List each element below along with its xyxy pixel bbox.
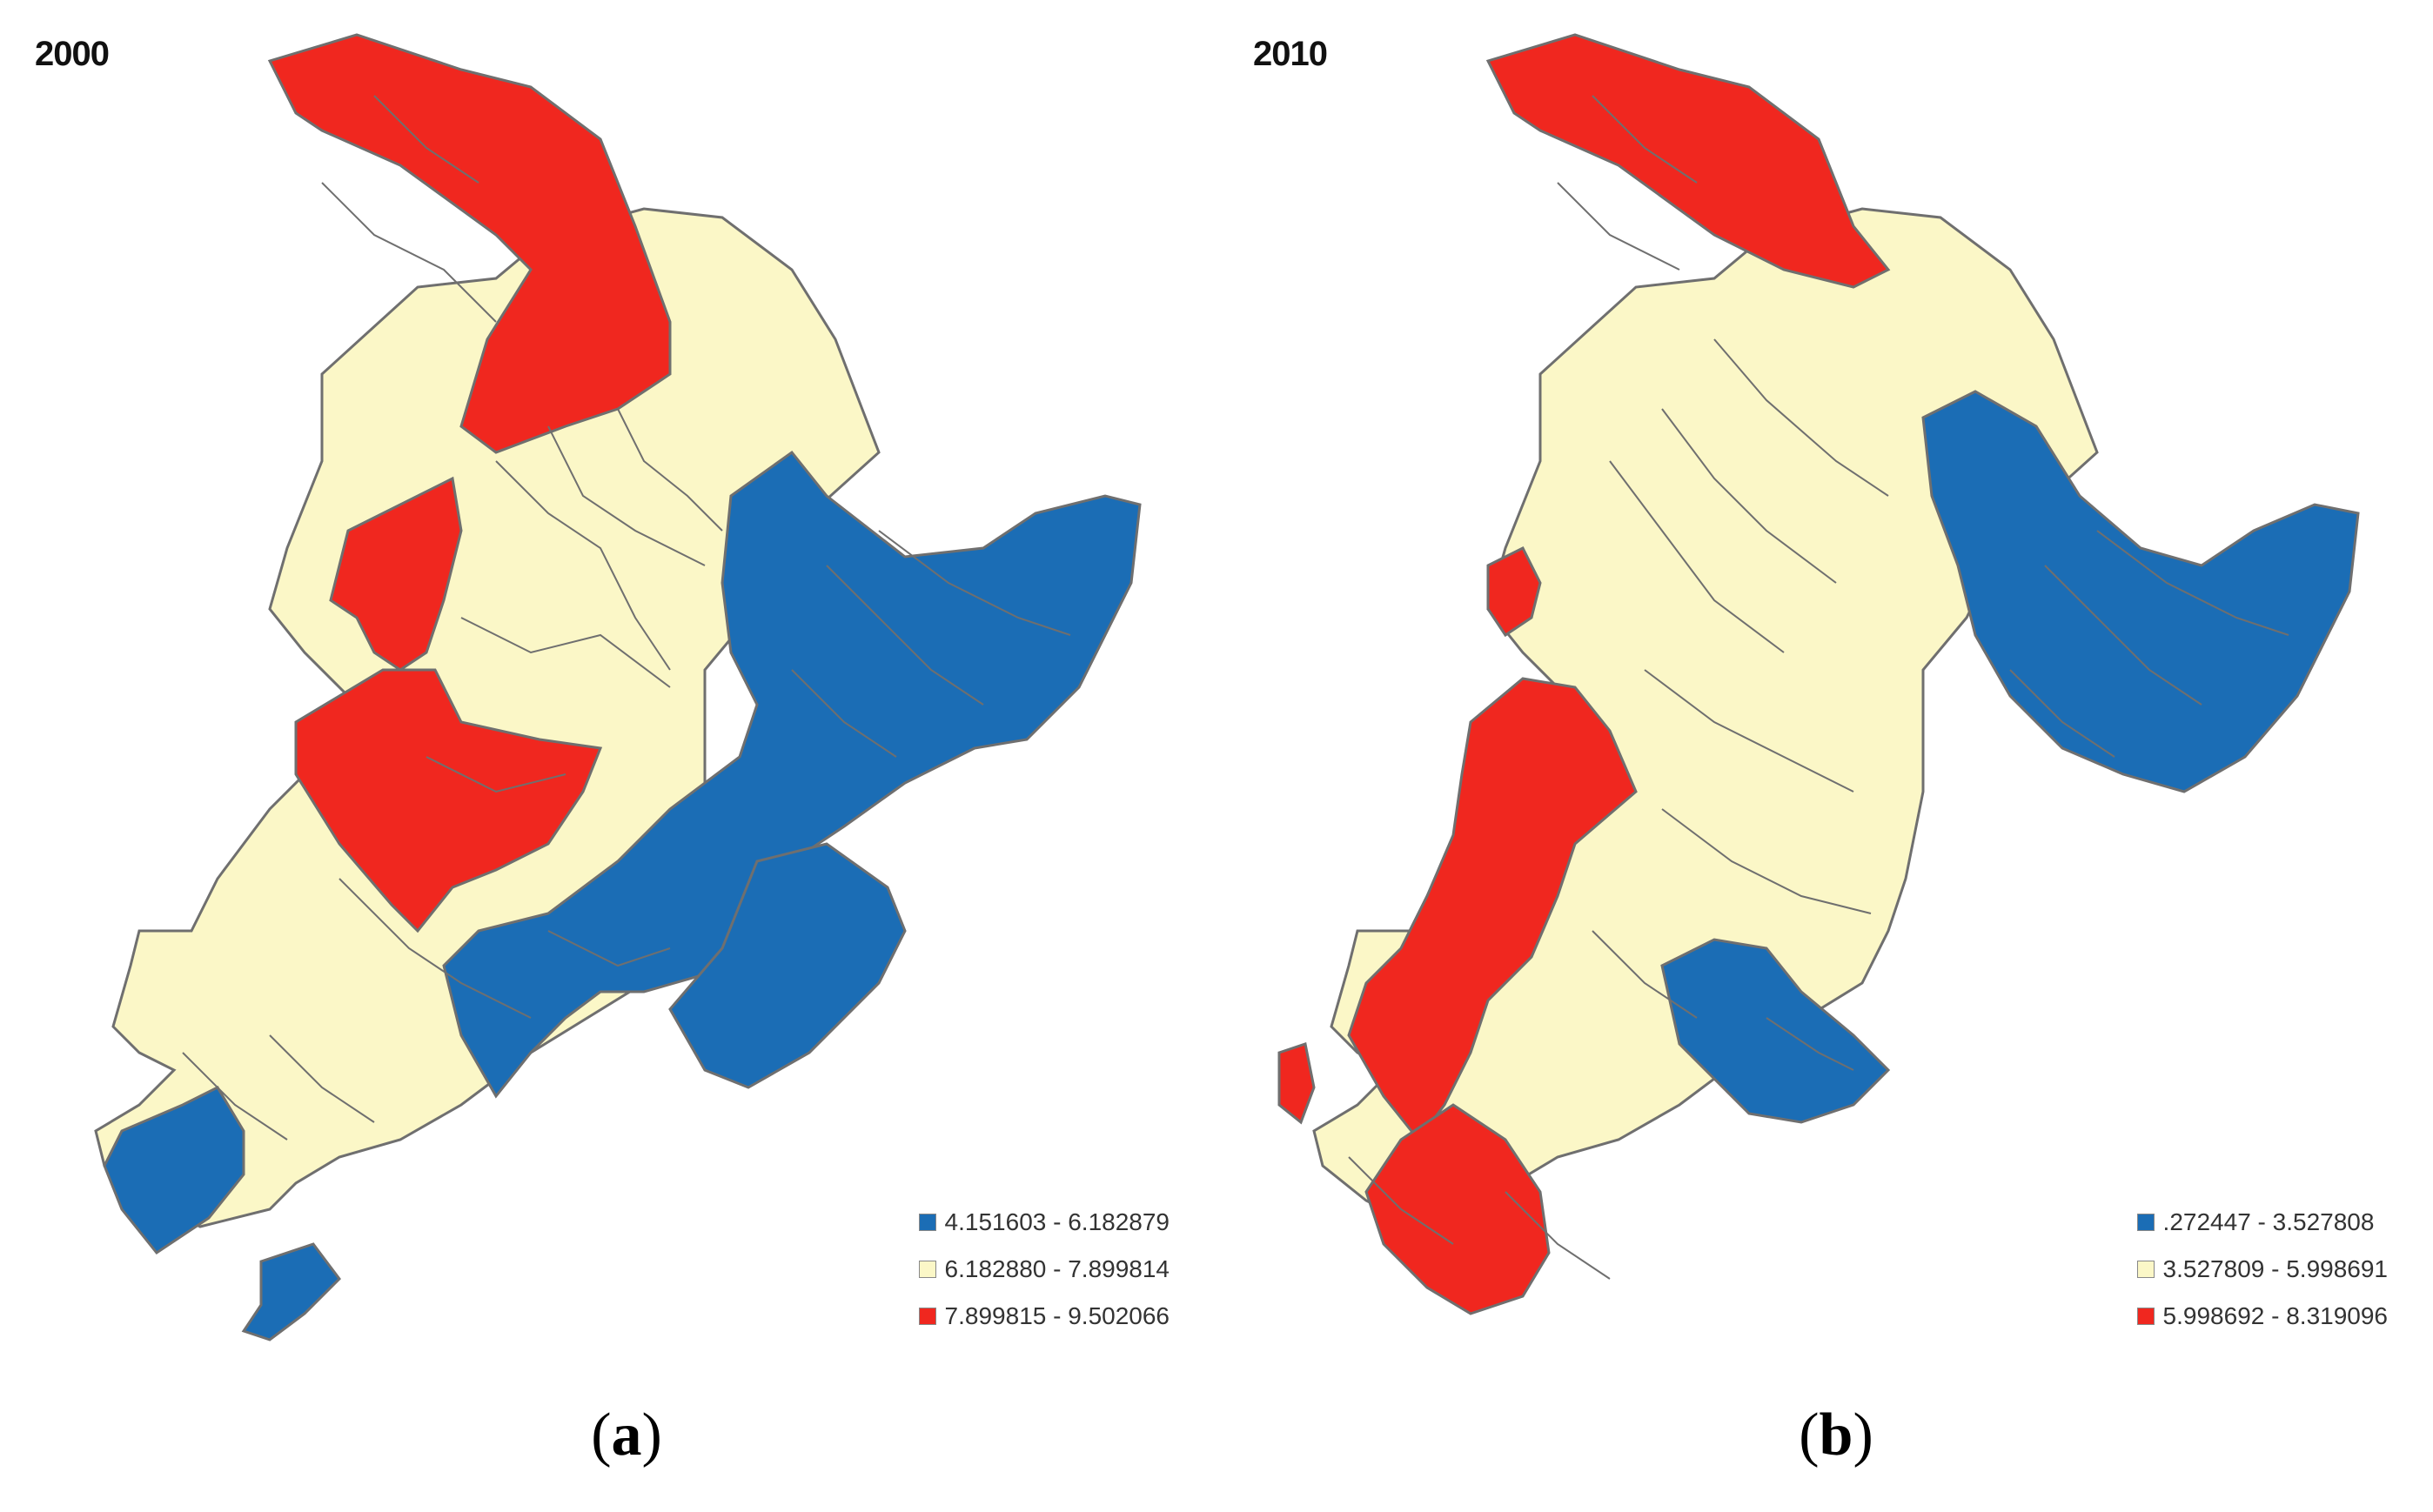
legend-swatch-red	[918, 1308, 936, 1325]
region-red-north	[1485, 33, 1891, 289]
region-red-north	[267, 33, 672, 454]
county-boundaries	[182, 95, 1071, 1141]
legend: 4.151603 - 6.182879 6.182880 - 7.899814 …	[918, 1199, 1170, 1340]
region-red-westcenter	[294, 668, 603, 933]
map-panel-2000: 2000 4.151603 - 6.182879 6.182880 - 7.89…	[9, 9, 1201, 1375]
region-blue-east	[1921, 390, 2360, 793]
region-blue-westcoast	[103, 1086, 245, 1255]
year-label: 2010	[1253, 35, 1328, 73]
legend-item-red: 7.899815 - 9.502066	[918, 1293, 1170, 1340]
region-blue-centersouth	[1660, 938, 1891, 1124]
region-red-central	[1347, 677, 1638, 1142]
legend-swatch-blue	[2136, 1214, 2155, 1231]
legend-label: 7.899815 - 9.502066	[944, 1302, 1170, 1329]
region-red-south	[1364, 1103, 1551, 1315]
legend-swatch-blue	[918, 1214, 936, 1231]
region-blue-south	[668, 842, 907, 1089]
legend-swatch-cream	[918, 1261, 936, 1278]
legend-label: 6.182880 - 7.899814	[944, 1255, 1170, 1282]
legend-swatch-red	[2136, 1308, 2155, 1325]
choropleth-map-2000	[94, 33, 1142, 1341]
legend-item-red: 5.998692 - 8.319096	[2136, 1293, 2388, 1340]
legend-label: .272447 - 3.527808	[2162, 1208, 2375, 1235]
region-red-farwest	[1277, 1042, 1316, 1125]
legend: .272447 - 3.527808 3.527809 - 5.998691 5…	[2136, 1199, 2388, 1340]
legend-label: 3.527809 - 5.998691	[2162, 1255, 2388, 1282]
legend-label: 5.998692 - 8.319096	[2162, 1302, 2388, 1329]
region-red-west	[329, 476, 463, 672]
panel-caption-b: (b)	[1799, 1402, 1873, 1469]
caption-letter: a	[611, 1402, 642, 1469]
county-boundaries	[1348, 95, 2289, 1280]
panel-caption-a: (a)	[591, 1402, 662, 1469]
legend-swatch-cream	[2136, 1261, 2155, 1278]
legend-label: 4.151603 - 6.182879	[944, 1208, 1170, 1235]
legend-item-blue: 4.151603 - 6.182879	[918, 1199, 1170, 1246]
legend-item-cream: 6.182880 - 7.899814	[918, 1246, 1170, 1293]
year-label: 2000	[35, 35, 110, 73]
region-blue-peninsula	[241, 1242, 341, 1341]
region-red-west	[1486, 545, 1542, 638]
map-panel-2010: 2010 .272447 - 3.527808 3.527809 - 5.998…	[1227, 9, 2419, 1375]
choropleth-map-2010	[1277, 33, 2360, 1315]
legend-item-blue: .272447 - 3.527808	[2136, 1199, 2388, 1246]
caption-letter: b	[1819, 1402, 1853, 1469]
legend-item-cream: 3.527809 - 5.998691	[2136, 1246, 2388, 1293]
